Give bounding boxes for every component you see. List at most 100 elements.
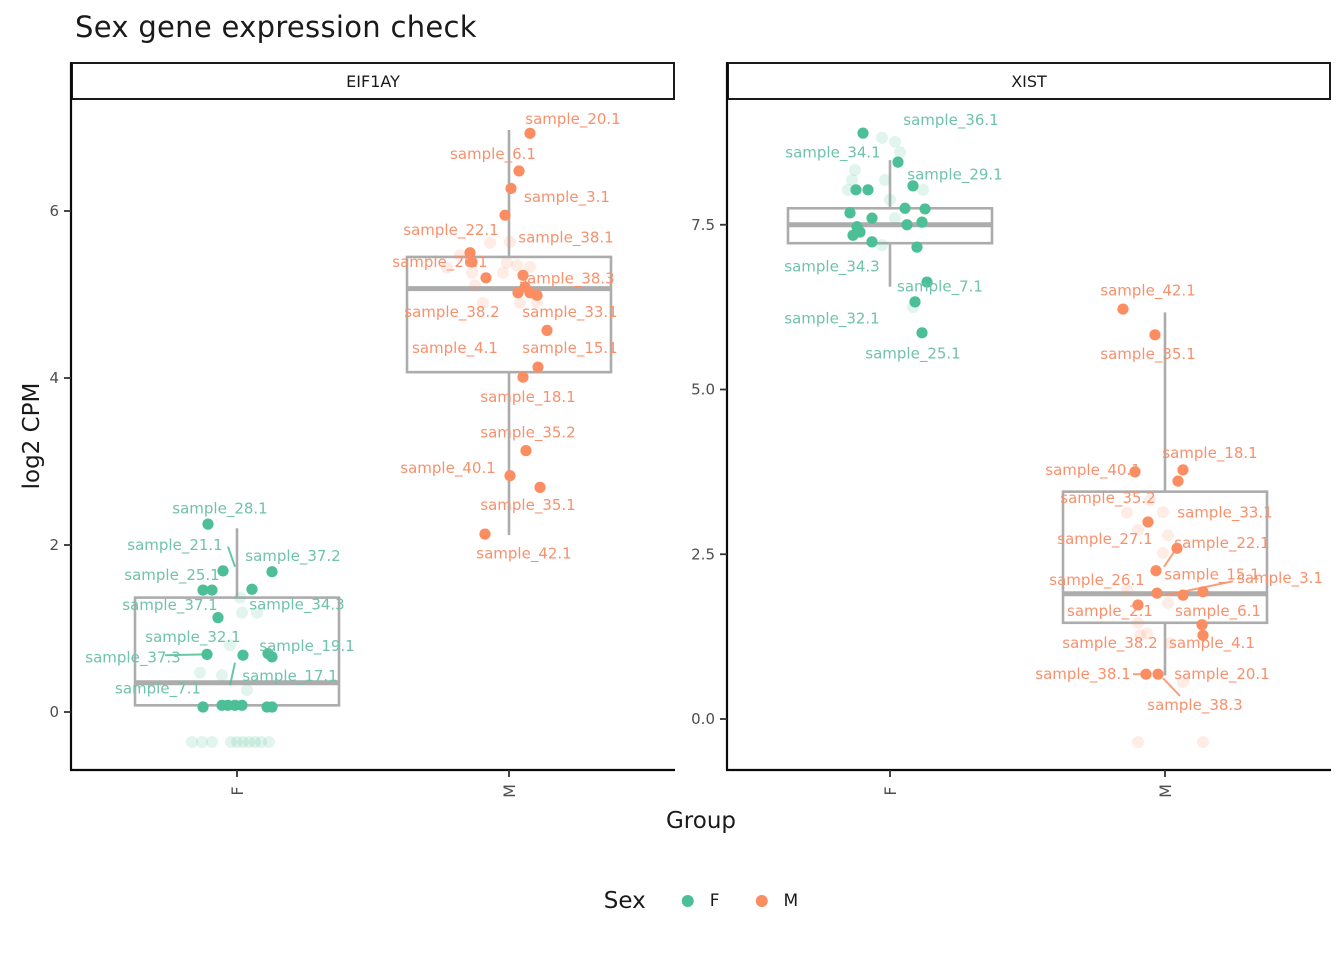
jitter-point bbox=[1151, 587, 1163, 599]
point-label: sample_17.1 bbox=[242, 667, 337, 686]
y-tick-label: 6 bbox=[49, 202, 59, 220]
jitter-point-faint bbox=[1121, 583, 1133, 596]
jitter-point bbox=[1197, 629, 1209, 641]
boxplot-box bbox=[405, 255, 613, 374]
point-label: sample_35.2 bbox=[480, 423, 575, 442]
point-label: sample_38.1 bbox=[518, 229, 613, 248]
point-label: sample_32.1 bbox=[784, 309, 879, 328]
jitter-point bbox=[480, 272, 492, 284]
jitter-point-faint bbox=[879, 173, 891, 186]
jitter-point bbox=[866, 236, 878, 248]
jitter-point-faint bbox=[255, 736, 267, 749]
jitter-point bbox=[206, 584, 218, 596]
jitter-point-faint bbox=[225, 736, 237, 749]
jitter-point bbox=[909, 296, 921, 308]
jitter-point bbox=[524, 127, 536, 139]
point-label: sample_15.1 bbox=[1164, 566, 1259, 585]
legend-item-m: M bbox=[755, 891, 799, 911]
point-label: sample_6.1 bbox=[1175, 602, 1261, 621]
jitter-point bbox=[479, 528, 491, 540]
x-tick-label: M bbox=[500, 784, 519, 798]
jitter-point-faint bbox=[263, 736, 275, 749]
point-label: sample_35.1 bbox=[1100, 345, 1195, 364]
legend-title: Sex bbox=[603, 888, 646, 914]
jitter-point-faint bbox=[441, 261, 453, 274]
jitter-point bbox=[512, 287, 524, 299]
point-label: sample_37.1 bbox=[122, 596, 217, 615]
jitter-point bbox=[197, 701, 209, 713]
jitter-point-faint bbox=[842, 183, 854, 196]
label-leader-line bbox=[1165, 580, 1234, 597]
label-leader-line bbox=[229, 662, 236, 686]
point-label: sample_25.1 bbox=[865, 344, 960, 363]
point-label: sample_3.1 bbox=[524, 188, 610, 207]
facet-strip-eif1ay: EIF1AY bbox=[71, 62, 675, 100]
point-label: sample_27.1 bbox=[1057, 530, 1152, 549]
legend: Sex F M bbox=[604, 888, 798, 914]
label-leader-line bbox=[1163, 548, 1177, 568]
point-label: sample_7.1 bbox=[897, 278, 983, 297]
jitter-point bbox=[520, 445, 532, 457]
point-label: sample_40.1 bbox=[400, 459, 495, 478]
y-axis-title: log2 CPM bbox=[19, 382, 45, 490]
jitter-point bbox=[866, 212, 878, 224]
point-label: sample_18.1 bbox=[1162, 444, 1257, 463]
legend-label-m: M bbox=[783, 891, 799, 911]
jitter-point-faint bbox=[243, 736, 255, 749]
point-label: sample_36.1 bbox=[903, 111, 998, 130]
jitter-point-faint bbox=[501, 256, 513, 269]
point-label: sample_20.1 bbox=[1174, 665, 1269, 684]
jitter-point-faint bbox=[1132, 616, 1144, 629]
point-label: sample_40.1 bbox=[1045, 461, 1140, 480]
point-label: sample_22.1 bbox=[403, 221, 498, 240]
y-tick-label: 5.0 bbox=[691, 381, 715, 399]
jitter-point bbox=[531, 289, 543, 301]
label-leader-line bbox=[164, 653, 206, 657]
jitter-point-faint bbox=[1121, 506, 1133, 519]
jitter-point-faint bbox=[1162, 597, 1174, 610]
point-label: sample_22.1 bbox=[1174, 534, 1269, 553]
jitter-point-faint bbox=[876, 239, 888, 252]
point-label: sample_34.1 bbox=[785, 143, 880, 162]
point-label: sample_37.2 bbox=[245, 547, 340, 566]
jitter-point-faint bbox=[484, 236, 496, 249]
jitter-point-faint bbox=[504, 235, 516, 248]
jitter-point-faint bbox=[454, 249, 466, 262]
jitter-point bbox=[517, 269, 529, 281]
jitter-point-faint bbox=[251, 606, 263, 619]
jitter-point bbox=[504, 470, 516, 482]
jitter-point-faint bbox=[1132, 523, 1144, 536]
point-label: sample_34.3 bbox=[249, 595, 344, 614]
point-label: sample_21.1 bbox=[127, 536, 222, 555]
legend-swatch-m-icon bbox=[755, 895, 768, 907]
point-label: sample_33.1 bbox=[522, 303, 617, 322]
jitter-point bbox=[916, 216, 928, 228]
jitter-point bbox=[466, 256, 478, 268]
jitter-point bbox=[217, 565, 229, 577]
x-tick-label: F bbox=[228, 786, 247, 795]
jitter-point bbox=[1129, 466, 1141, 478]
plot-canvas: 0246Fsample_28.1sample_21.1sample_37.2sa… bbox=[49, 62, 1331, 798]
point-label: sample_38.2 bbox=[1062, 634, 1157, 653]
jitter-point bbox=[1152, 668, 1164, 680]
label-leader-line bbox=[1162, 677, 1181, 697]
jitter-point-faint bbox=[511, 259, 523, 272]
jitter-point bbox=[1177, 464, 1189, 476]
jitter-point-faint bbox=[237, 736, 249, 749]
jitter-point-faint bbox=[1162, 529, 1174, 542]
point-label: sample_3.1 bbox=[1237, 569, 1323, 588]
y-tick-label: 2 bbox=[49, 536, 59, 554]
jitter-point-faint bbox=[231, 736, 243, 749]
x-tick-label: M bbox=[1156, 784, 1175, 798]
y-tick-label: 7.5 bbox=[691, 216, 715, 234]
jitter-point bbox=[919, 203, 931, 215]
point-label: sample_38.3 bbox=[1147, 696, 1242, 715]
jitter-point bbox=[1117, 303, 1129, 315]
jitter-point bbox=[236, 699, 248, 711]
jitter-point-faint bbox=[249, 736, 261, 749]
jitter-point-faint bbox=[846, 173, 858, 186]
jitter-point-faint bbox=[186, 736, 198, 749]
jitter-point bbox=[911, 241, 923, 253]
y-tick-label: 0.0 bbox=[691, 710, 715, 728]
